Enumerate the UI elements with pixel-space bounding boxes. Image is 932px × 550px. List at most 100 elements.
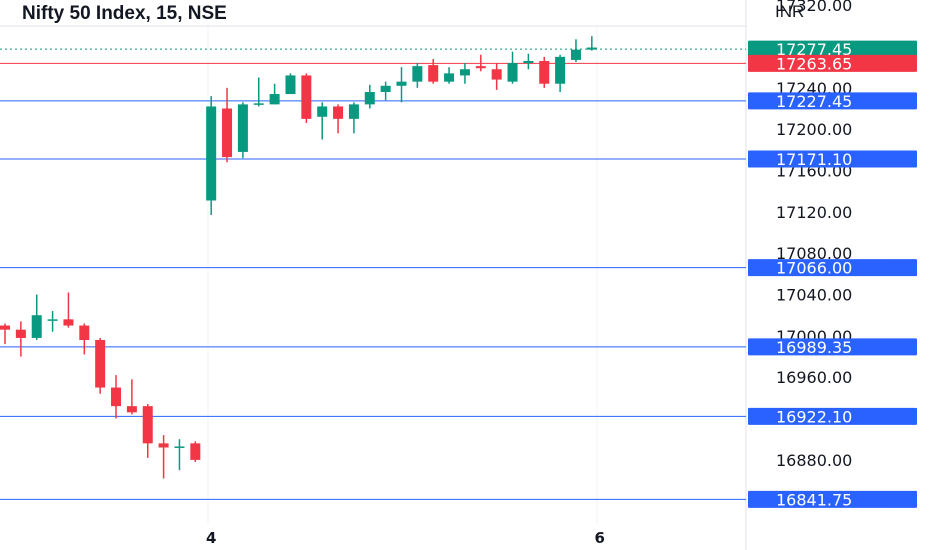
level-lines <box>0 48 746 500</box>
price-tag-level <box>748 407 917 425</box>
candle-up[interactable] <box>570 39 581 63</box>
price-tag-label: 17263.65 <box>776 54 852 73</box>
candle-body <box>586 47 597 50</box>
candle-body <box>317 106 328 117</box>
candle-down[interactable] <box>333 104 344 134</box>
price-tag-label: 17171.10 <box>776 150 852 169</box>
candle-body <box>301 75 312 119</box>
y-tick-label: 17200.00 <box>776 120 852 139</box>
candle-body <box>47 319 58 321</box>
x-tick-label: 6 <box>595 529 605 547</box>
candle-down[interactable] <box>111 375 122 419</box>
candle-up[interactable] <box>364 84 375 109</box>
candle-body <box>428 65 439 82</box>
price-tag-level <box>748 338 917 356</box>
candle-up[interactable] <box>47 311 58 332</box>
candle-down[interactable] <box>222 87 233 163</box>
price-tag-label: 17066.00 <box>776 259 852 278</box>
y-tick-label: 17080.00 <box>776 244 852 263</box>
price-tag-label: 16841.75 <box>776 490 852 509</box>
candle-body <box>396 81 407 86</box>
candle-body <box>31 315 42 338</box>
candle-up[interactable] <box>555 54 566 92</box>
candle-body <box>0 325 10 330</box>
candle-body <box>269 94 280 105</box>
candle-body <box>475 66 486 69</box>
candle-up[interactable] <box>206 96 217 215</box>
candle-up[interactable] <box>586 36 597 51</box>
y-tick-label: 16960.00 <box>776 368 852 387</box>
y-tick-label: 17040.00 <box>776 286 852 305</box>
candle-up[interactable] <box>507 51 518 84</box>
y-tick-label: 17320.00 <box>776 0 852 15</box>
candle-body <box>253 103 264 105</box>
y-tick-label: 17120.00 <box>776 203 852 222</box>
candle-up[interactable] <box>237 102 248 159</box>
candle-body <box>126 406 137 413</box>
y-tick-label: 16880.00 <box>776 451 852 470</box>
candle-down[interactable] <box>158 435 169 479</box>
candle-body <box>190 443 201 460</box>
candle-body <box>539 60 550 84</box>
candle-down[interactable] <box>126 379 137 415</box>
candle-body <box>237 104 248 152</box>
candle-body <box>63 319 74 326</box>
candle-body <box>285 75 296 95</box>
candle-body <box>333 106 344 119</box>
chart-title: Nifty 50 Index, 15, NSE <box>22 3 227 24</box>
candle-body <box>15 329 26 338</box>
candle-up[interactable] <box>459 63 470 84</box>
candle-body <box>142 406 153 444</box>
price-tag-level <box>748 259 917 277</box>
candle-down[interactable] <box>15 321 26 357</box>
candle-down[interactable] <box>475 54 486 72</box>
candle-body <box>555 56 566 84</box>
candle-down[interactable] <box>95 337 106 394</box>
candle-body <box>174 446 185 448</box>
candle-down[interactable] <box>79 323 90 355</box>
candles-group <box>0 36 597 479</box>
candle-body <box>412 66 423 82</box>
candle-up[interactable] <box>412 63 423 88</box>
candle-down[interactable] <box>301 73 312 123</box>
candle-up[interactable] <box>348 102 359 134</box>
candle-down[interactable] <box>190 441 201 462</box>
candle-up[interactable] <box>253 77 264 107</box>
price-tag-label: 17277.45 <box>776 40 852 59</box>
candle-body <box>570 49 581 60</box>
candle-down[interactable] <box>491 63 502 90</box>
candle-up[interactable] <box>396 67 407 103</box>
price-tag-label: 16989.35 <box>776 338 852 357</box>
price-tag-level <box>748 150 917 168</box>
candle-down[interactable] <box>0 323 10 345</box>
candle-body <box>380 85 391 92</box>
candle-up[interactable] <box>444 67 455 84</box>
x-tick-label: 4 <box>206 529 216 547</box>
candle-up[interactable] <box>31 294 42 341</box>
candle-body <box>491 69 502 80</box>
candle-up[interactable] <box>269 83 280 105</box>
candle-body <box>79 325 90 341</box>
candle-down[interactable] <box>142 404 153 458</box>
candle-body <box>111 387 122 407</box>
price-tag-label: 16922.10 <box>776 407 852 426</box>
candle-up[interactable] <box>174 439 185 471</box>
candle-down[interactable] <box>539 56 550 88</box>
title-backdrop <box>0 0 745 25</box>
candle-body <box>444 73 455 82</box>
candle-up[interactable] <box>285 73 296 95</box>
candle-body <box>523 60 534 64</box>
candle-body <box>364 91 375 105</box>
price-tag-level <box>748 92 917 110</box>
candle-up[interactable] <box>523 53 534 70</box>
price-tag-prev <box>748 54 917 72</box>
candle-down[interactable] <box>63 292 74 328</box>
candle-body <box>459 69 470 76</box>
candle-down[interactable] <box>428 58 439 84</box>
candle-up[interactable] <box>380 81 391 101</box>
candle-up[interactable] <box>317 102 328 140</box>
price-tag-last <box>748 40 917 58</box>
